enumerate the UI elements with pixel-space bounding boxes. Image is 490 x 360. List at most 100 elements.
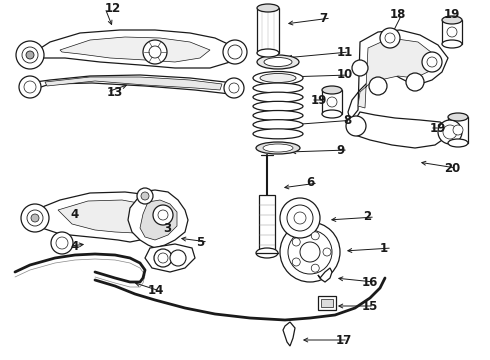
Ellipse shape xyxy=(256,248,278,258)
Circle shape xyxy=(143,40,167,64)
Text: 4: 4 xyxy=(70,239,78,252)
Text: 19: 19 xyxy=(430,122,446,135)
Text: 6: 6 xyxy=(306,176,314,189)
Polygon shape xyxy=(283,322,295,346)
Ellipse shape xyxy=(253,83,303,93)
Ellipse shape xyxy=(257,4,279,12)
Circle shape xyxy=(170,250,186,266)
Circle shape xyxy=(406,73,424,91)
Text: 3: 3 xyxy=(163,221,171,234)
Ellipse shape xyxy=(257,55,299,69)
FancyBboxPatch shape xyxy=(257,8,279,53)
Polygon shape xyxy=(60,37,210,62)
Circle shape xyxy=(447,27,457,37)
Circle shape xyxy=(280,198,320,238)
Polygon shape xyxy=(350,112,450,148)
Circle shape xyxy=(369,77,387,95)
Circle shape xyxy=(229,83,239,93)
Text: 12: 12 xyxy=(105,1,121,14)
Ellipse shape xyxy=(448,139,468,147)
Text: 20: 20 xyxy=(444,162,460,175)
Ellipse shape xyxy=(442,16,462,24)
Circle shape xyxy=(287,205,313,231)
Polygon shape xyxy=(128,190,188,248)
FancyBboxPatch shape xyxy=(442,20,462,44)
Circle shape xyxy=(26,51,34,59)
Circle shape xyxy=(21,204,49,232)
Polygon shape xyxy=(145,244,195,272)
Ellipse shape xyxy=(442,40,462,48)
Polygon shape xyxy=(58,200,170,233)
Circle shape xyxy=(427,57,437,67)
Polygon shape xyxy=(35,192,185,242)
Circle shape xyxy=(288,230,332,274)
Text: 16: 16 xyxy=(362,275,378,288)
Circle shape xyxy=(149,46,161,58)
Text: 17: 17 xyxy=(336,333,352,346)
Circle shape xyxy=(16,41,44,69)
Circle shape xyxy=(300,242,320,262)
Circle shape xyxy=(153,205,173,225)
Text: 14: 14 xyxy=(148,284,164,297)
Text: 10: 10 xyxy=(337,68,353,81)
Circle shape xyxy=(380,28,400,48)
Circle shape xyxy=(137,188,153,204)
Ellipse shape xyxy=(253,129,303,139)
Polygon shape xyxy=(318,268,332,282)
Ellipse shape xyxy=(264,58,292,67)
Circle shape xyxy=(292,238,300,246)
Circle shape xyxy=(19,76,41,98)
Text: 1: 1 xyxy=(380,242,388,255)
Text: 13: 13 xyxy=(107,85,123,99)
Circle shape xyxy=(24,81,36,93)
Text: 19: 19 xyxy=(444,8,461,21)
Ellipse shape xyxy=(253,92,303,102)
Text: 19: 19 xyxy=(311,94,327,107)
Ellipse shape xyxy=(257,49,279,57)
Text: 7: 7 xyxy=(319,12,327,24)
Circle shape xyxy=(311,264,319,272)
Circle shape xyxy=(422,52,442,72)
Text: 8: 8 xyxy=(343,113,351,126)
Circle shape xyxy=(294,212,306,224)
Circle shape xyxy=(443,125,457,139)
Circle shape xyxy=(311,232,319,240)
Polygon shape xyxy=(45,77,222,90)
Circle shape xyxy=(27,210,43,226)
FancyBboxPatch shape xyxy=(259,195,275,253)
Circle shape xyxy=(141,192,149,200)
Circle shape xyxy=(223,40,247,64)
Ellipse shape xyxy=(256,142,300,154)
Circle shape xyxy=(158,253,168,263)
Ellipse shape xyxy=(253,111,303,121)
Ellipse shape xyxy=(448,113,468,121)
Text: 5: 5 xyxy=(196,235,204,248)
Polygon shape xyxy=(358,38,436,108)
Circle shape xyxy=(453,125,463,135)
Ellipse shape xyxy=(322,86,342,94)
Circle shape xyxy=(323,248,331,256)
Polygon shape xyxy=(140,200,177,240)
Circle shape xyxy=(385,33,395,43)
Circle shape xyxy=(158,210,168,220)
Circle shape xyxy=(51,232,73,254)
Text: 11: 11 xyxy=(337,45,353,58)
Circle shape xyxy=(224,78,244,98)
Ellipse shape xyxy=(253,101,303,111)
Text: 4: 4 xyxy=(70,208,78,221)
Circle shape xyxy=(346,116,366,136)
Text: 2: 2 xyxy=(363,211,371,224)
Polygon shape xyxy=(348,30,448,120)
Circle shape xyxy=(280,222,340,282)
Circle shape xyxy=(228,45,242,59)
Ellipse shape xyxy=(260,73,296,82)
Ellipse shape xyxy=(322,110,342,118)
FancyBboxPatch shape xyxy=(448,117,468,143)
Text: 15: 15 xyxy=(362,300,378,312)
FancyBboxPatch shape xyxy=(322,90,342,114)
Circle shape xyxy=(352,60,368,76)
Text: 9: 9 xyxy=(336,144,344,157)
Polygon shape xyxy=(28,75,237,94)
Circle shape xyxy=(154,249,172,267)
FancyBboxPatch shape xyxy=(321,299,333,307)
